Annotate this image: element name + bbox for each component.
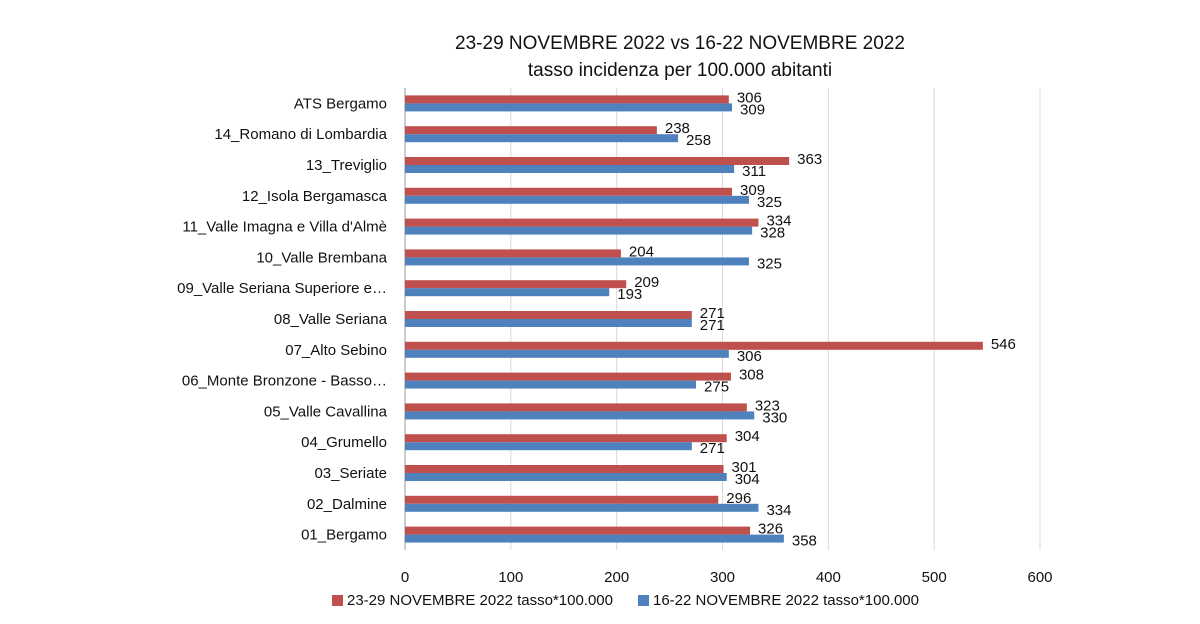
- bar-series-2: [405, 195, 749, 204]
- data-label-series-2: 271: [700, 440, 725, 457]
- data-label-series-1: 271: [700, 305, 725, 322]
- bar-series-2: [405, 288, 610, 297]
- bar-series-2: [405, 534, 784, 543]
- data-labels: 3063092382583633113093253343282043252091…: [617, 89, 1016, 549]
- data-label-series-1: 296: [726, 490, 751, 507]
- data-label-series-1: 334: [766, 213, 791, 230]
- data-label-series-2: 304: [735, 471, 760, 488]
- data-label-series-2: 309: [740, 101, 765, 118]
- x-tick-label: 0: [401, 569, 409, 586]
- data-label-series-1: 209: [634, 274, 659, 291]
- bar-series-1: [405, 280, 627, 289]
- bar-series-2: [405, 473, 727, 481]
- bar-series-2: [405, 380, 697, 389]
- data-label-series-1: 308: [739, 367, 764, 384]
- bar-series-1: [405, 249, 621, 258]
- legend-swatch-series-2: [638, 595, 649, 606]
- legend-label-series-1: 23-29 NOVEMBRE 2022 tasso*100.000: [347, 592, 613, 609]
- data-label-series-2: 328: [760, 225, 785, 242]
- bar-series-2: [405, 411, 755, 420]
- data-label-series-1: 301: [732, 459, 757, 476]
- bar-series-1: [405, 372, 731, 381]
- data-label-series-1: 323: [755, 397, 780, 414]
- bar-series-1: [405, 95, 729, 104]
- category-label: 06_Monte Bronzone - Basso…: [182, 373, 387, 390]
- x-tick-label: 300: [710, 569, 735, 586]
- category-label: 10_Valle Brembana: [256, 249, 387, 266]
- data-label-series-1: 306: [737, 89, 762, 106]
- category-label: 13_Treviglio: [306, 157, 387, 174]
- bar-series-1: [405, 311, 692, 319]
- bar-series-2: [405, 503, 759, 512]
- category-label: 14_Romano di Lombardia: [214, 126, 387, 143]
- x-tick-label: 200: [604, 569, 629, 586]
- bar-series-2: [405, 349, 729, 358]
- bar-series-1: [405, 526, 751, 535]
- data-label-series-2: 306: [737, 348, 762, 365]
- data-label-series-2: 358: [792, 533, 817, 550]
- category-label: 08_Valle Seriana: [274, 311, 388, 328]
- bar-series-1: [405, 126, 657, 135]
- x-tick-label: 100: [498, 569, 523, 586]
- data-label-series-1: 546: [991, 336, 1016, 353]
- bar-series-2: [405, 165, 735, 173]
- data-label-series-2: 193: [617, 286, 642, 303]
- data-label-series-1: 326: [758, 521, 783, 538]
- legend-swatch-series-1: [332, 595, 343, 606]
- bar-series-2: [405, 134, 679, 143]
- bar-series-2: [405, 442, 692, 451]
- data-label-series-2: 275: [704, 379, 729, 396]
- chart-subtitle: tasso incidenza per 100.000 abitanti: [528, 60, 832, 81]
- data-label-series-2: 334: [766, 502, 791, 519]
- bars: [405, 95, 983, 543]
- data-label-series-2: 271: [700, 317, 725, 334]
- data-label-series-2: 330: [762, 409, 787, 426]
- bar-series-2: [405, 319, 692, 327]
- bar-series-1: [405, 434, 727, 443]
- category-label: ATS Bergamo: [294, 95, 387, 112]
- chart-title: 23-29 NOVEMBRE 2022 vs 16-22 NOVEMBRE 20…: [455, 33, 905, 54]
- data-label-series-1: 204: [629, 243, 654, 260]
- legend: 23-29 NOVEMBRE 2022 tasso*100.000 16-22 …: [332, 592, 919, 609]
- category-label: 02_Dalmine: [307, 496, 387, 513]
- bar-series-1: [405, 495, 719, 504]
- bar-series-1: [405, 218, 759, 227]
- category-label: 09_Valle Seriana Superiore e…: [177, 280, 387, 297]
- bar-series-1: [405, 403, 747, 412]
- category-label: 04_Grumello: [301, 434, 387, 451]
- bar-series-2: [405, 257, 749, 266]
- x-tick-label: 500: [922, 569, 947, 586]
- data-label-series-1: 309: [740, 182, 765, 199]
- bar-series-1: [405, 157, 790, 165]
- data-label-series-1: 304: [735, 428, 760, 445]
- data-label-series-1: 238: [665, 120, 690, 137]
- category-label: 11_Valle Imagna e Villa d'Almè: [182, 219, 387, 236]
- x-tick-label: 600: [1027, 569, 1052, 586]
- x-axis: 0 100 200 300 400 500 600: [401, 569, 1053, 586]
- category-label: 12_Isola Bergamasca: [242, 188, 388, 205]
- bar-series-1: [405, 187, 733, 196]
- bar-series-2: [405, 103, 733, 112]
- data-label-series-2: 311: [742, 163, 766, 180]
- x-tick-label: 400: [816, 569, 841, 586]
- bar-series-2: [405, 226, 753, 235]
- category-labels: ATS Bergamo 14_Romano di Lombardia 13_Trev…: [177, 95, 388, 543]
- data-label-series-1: 363: [797, 151, 822, 168]
- category-label: 03_Seriate: [314, 465, 387, 482]
- data-label-series-2: 258: [686, 132, 711, 149]
- bar-series-1: [405, 341, 983, 350]
- category-label: 01_Bergamo: [301, 527, 387, 544]
- category-label: 07_Alto Sebino: [285, 342, 387, 359]
- data-label-series-2: 325: [757, 255, 782, 272]
- bar-series-1: [405, 465, 724, 473]
- legend-label-series-2: 16-22 NOVEMBRE 2022 tasso*100.000: [653, 592, 919, 609]
- category-label: 05_Valle Cavallina: [264, 403, 388, 420]
- data-label-series-2: 325: [757, 194, 782, 211]
